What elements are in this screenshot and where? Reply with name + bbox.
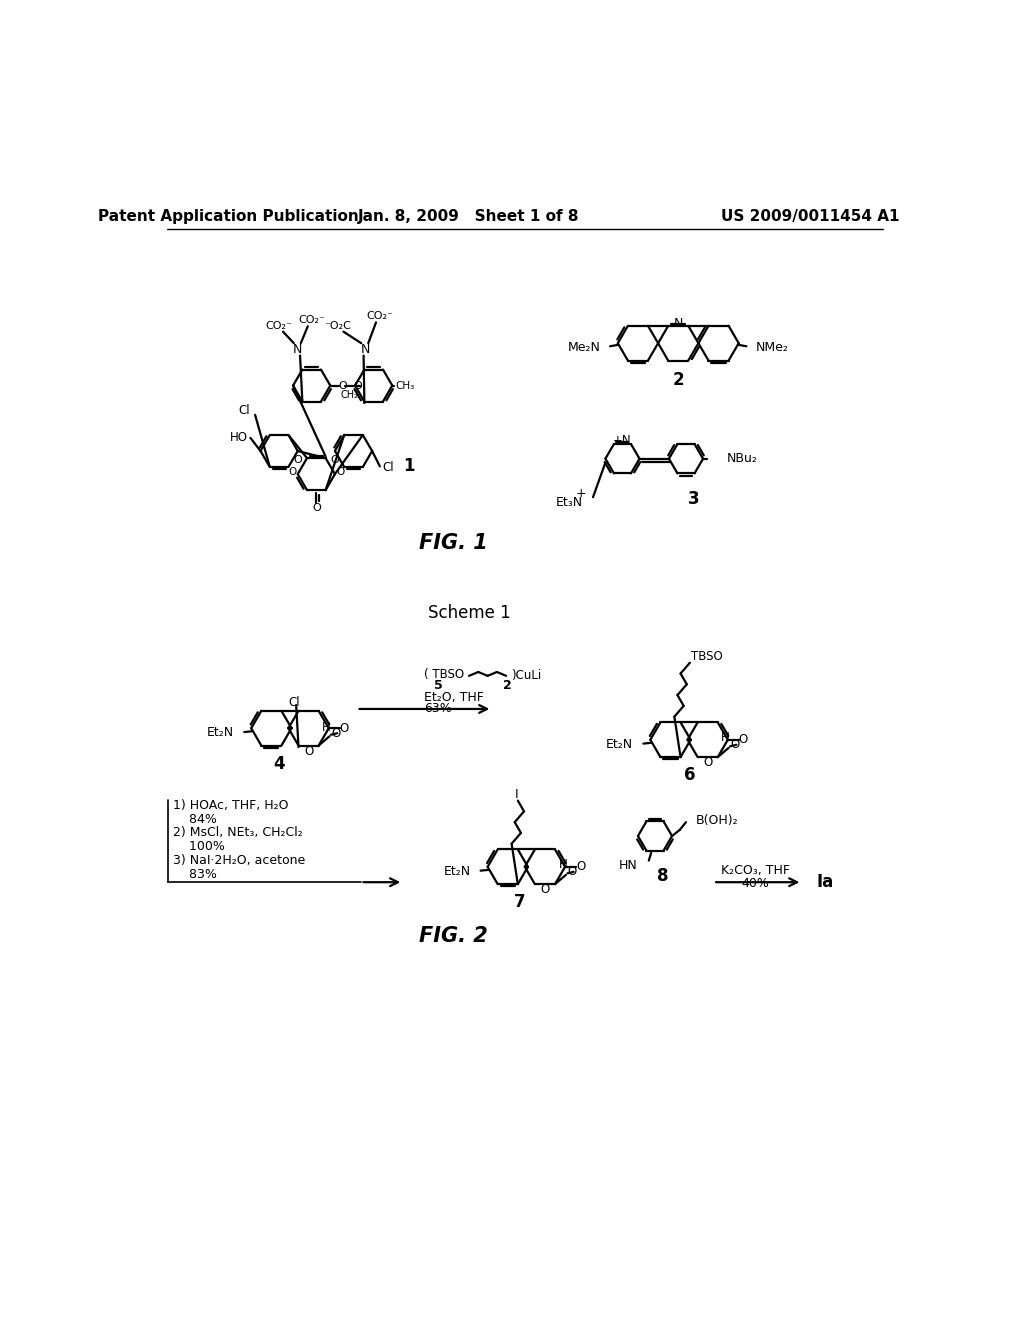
Text: Cl: Cl — [289, 696, 300, 709]
Text: 2: 2 — [673, 371, 684, 389]
Text: HN: HN — [618, 859, 637, 871]
Text: N: N — [292, 343, 302, 356]
Text: O: O — [738, 733, 748, 746]
Text: CO₂⁻: CO₂⁻ — [265, 321, 293, 331]
Text: O: O — [730, 738, 739, 751]
Text: Cl: Cl — [239, 404, 251, 417]
Text: O: O — [354, 380, 362, 391]
Text: O: O — [340, 722, 349, 735]
Text: O: O — [293, 455, 302, 465]
Text: FIG. 2: FIG. 2 — [419, 927, 487, 946]
Text: +: + — [577, 487, 587, 500]
Text: Me₂N: Me₂N — [568, 341, 601, 354]
Text: 5: 5 — [433, 680, 442, 693]
Text: O: O — [304, 744, 313, 758]
Text: 4: 4 — [273, 755, 285, 772]
Text: B(OH)₂: B(OH)₂ — [695, 814, 738, 828]
Text: 1: 1 — [403, 458, 415, 475]
Text: NMe₂: NMe₂ — [756, 341, 788, 354]
Text: Et₂N: Et₂N — [606, 738, 633, 751]
Text: Et₂N: Et₂N — [207, 726, 234, 739]
Text: ( TBSO: ( TBSO — [424, 668, 464, 681]
Text: 83%: 83% — [173, 869, 217, 880]
Text: H: H — [558, 858, 567, 871]
Text: 63%: 63% — [424, 702, 452, 715]
Text: O: O — [312, 503, 321, 513]
Text: Jan. 8, 2009   Sheet 1 of 8: Jan. 8, 2009 Sheet 1 of 8 — [358, 209, 580, 223]
Text: O: O — [338, 380, 347, 391]
Text: 3: 3 — [688, 490, 699, 508]
Text: CH₃: CH₃ — [395, 380, 415, 391]
Text: H: H — [721, 730, 730, 743]
Text: 84%: 84% — [173, 813, 217, 825]
Text: CH₂: CH₂ — [341, 389, 358, 400]
Text: NBu₂: NBu₂ — [726, 453, 757, 465]
Text: 2: 2 — [504, 680, 512, 693]
Text: 2) MsCl, NEt₃, CH₂Cl₂: 2) MsCl, NEt₃, CH₂Cl₂ — [173, 826, 303, 840]
Text: FIG. 1: FIG. 1 — [419, 533, 487, 553]
Text: TBSO: TBSO — [691, 649, 723, 663]
Text: O: O — [336, 467, 344, 477]
Text: O: O — [575, 861, 586, 874]
Text: Et₂N: Et₂N — [443, 865, 471, 878]
Text: CO₂⁻: CO₂⁻ — [367, 312, 393, 321]
Text: O: O — [567, 866, 577, 878]
Text: Patent Application Publication: Patent Application Publication — [98, 209, 359, 223]
Text: O: O — [288, 467, 296, 477]
Text: H: H — [322, 721, 331, 734]
Text: O: O — [331, 727, 340, 739]
Text: Et₃N: Et₃N — [556, 496, 584, 510]
Text: 40%: 40% — [741, 878, 770, 890]
Text: 8: 8 — [657, 867, 669, 884]
Text: CO₂⁻: CO₂⁻ — [298, 315, 325, 325]
Text: Et₂O, THF: Et₂O, THF — [424, 690, 484, 704]
Text: Cl: Cl — [382, 462, 394, 474]
Text: US 2009/0011454 A1: US 2009/0011454 A1 — [721, 209, 899, 223]
Text: N: N — [360, 343, 370, 356]
Text: 3) NaI·2H₂O, acetone: 3) NaI·2H₂O, acetone — [173, 854, 305, 867]
Text: Scheme 1: Scheme 1 — [428, 603, 510, 622]
Text: O: O — [541, 883, 550, 896]
Text: I: I — [514, 788, 518, 801]
Text: 1) HOAc, THF, H₂O: 1) HOAc, THF, H₂O — [173, 799, 289, 812]
Text: O: O — [331, 455, 339, 465]
Text: O: O — [703, 756, 713, 770]
Text: 7: 7 — [514, 894, 525, 911]
Text: N: N — [674, 317, 683, 330]
Text: HO: HO — [230, 432, 248, 445]
Text: 100%: 100% — [173, 841, 225, 853]
Text: )CuLi: )CuLi — [511, 669, 541, 682]
Text: +N: +N — [613, 434, 632, 447]
Text: ⁻O₂C: ⁻O₂C — [325, 321, 351, 331]
Text: K₂CO₃, THF: K₂CO₃, THF — [721, 865, 791, 878]
Text: Ia: Ia — [817, 874, 835, 891]
Text: 6: 6 — [684, 766, 695, 784]
